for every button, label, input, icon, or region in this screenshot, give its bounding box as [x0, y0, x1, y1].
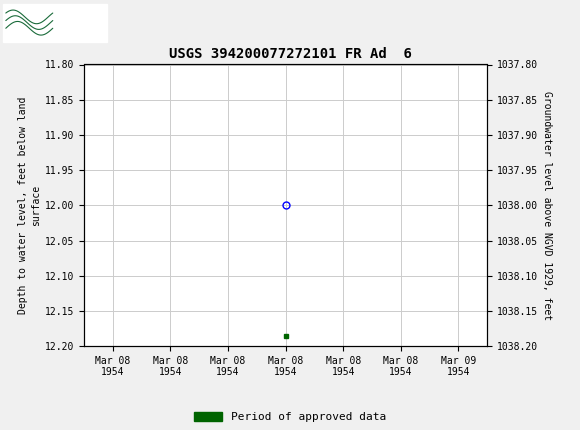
Y-axis label: Depth to water level, feet below land
surface: Depth to water level, feet below land su… — [17, 97, 41, 314]
Bar — [3, 3, 107, 42]
Legend: Period of approved data: Period of approved data — [194, 412, 386, 422]
Text: USGS 394200077272101 FR Ad  6: USGS 394200077272101 FR Ad 6 — [169, 47, 411, 61]
Text: USGS: USGS — [60, 15, 107, 30]
Y-axis label: Groundwater level above NGVD 1929, feet: Groundwater level above NGVD 1929, feet — [542, 91, 552, 320]
